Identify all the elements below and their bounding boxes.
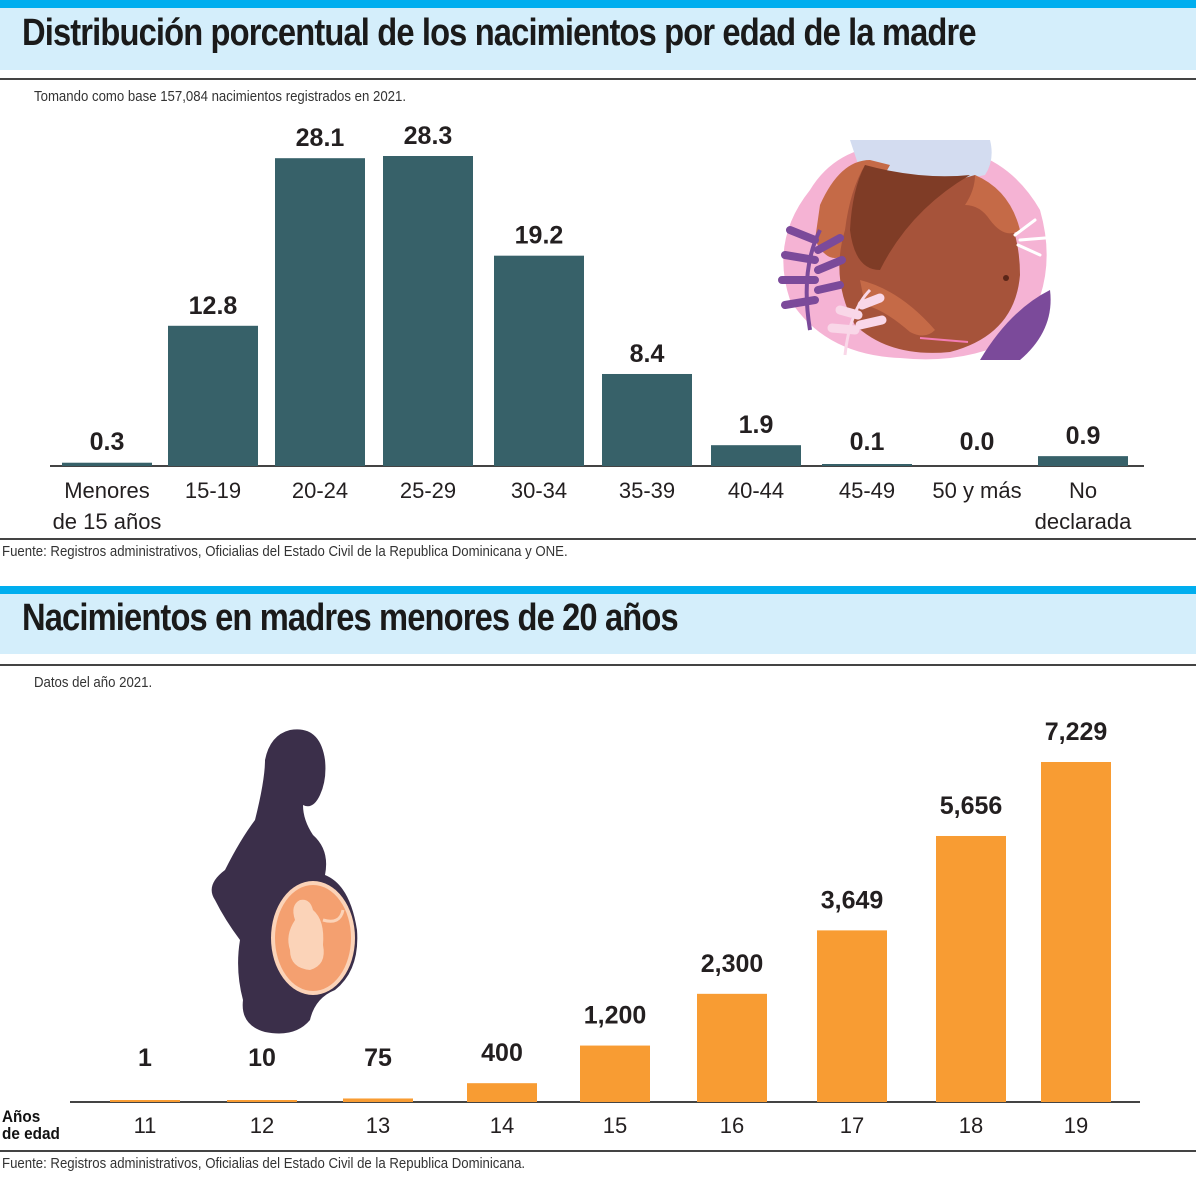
value-label-age-19: 7,229 (1045, 718, 1108, 746)
value-label-9: 0.9 (1066, 422, 1101, 450)
category-label-2: 20-24 (292, 478, 348, 503)
value-label-7: 0.1 (850, 428, 885, 456)
bar-4 (494, 255, 584, 466)
value-label-age-15: 1,200 (584, 1002, 647, 1030)
value-label-5: 8.4 (630, 340, 665, 368)
bar-age-11 (110, 1100, 180, 1102)
x-axis-title: Años de edad (2, 1108, 60, 1142)
value-label-age-16: 2,300 (701, 950, 764, 978)
white-flower (1013, 218, 1047, 257)
header-band-1 (0, 8, 1196, 70)
category-label-9-line2: declarada (1035, 509, 1132, 534)
chart1-source: Fuente: Registros administrativos, Ofici… (2, 543, 568, 560)
value-label-8: 0.0 (960, 428, 995, 456)
category-label-1: 15-19 (185, 478, 241, 503)
chart2-bottom-rule (0, 1150, 1196, 1152)
category-label-0-line2: de 15 años (53, 509, 162, 534)
header-accent-bar-2 (0, 586, 1196, 594)
category-label-age-15: 15 (603, 1113, 627, 1138)
umbilical-cord (322, 909, 345, 923)
category-label-5: 35-39 (619, 478, 675, 503)
header-rule-2 (0, 664, 1196, 666)
bar-6 (711, 445, 801, 466)
fetus-shape (288, 899, 324, 970)
category-label-3: 25-29 (400, 478, 456, 503)
x-axis-title-line1: Años (2, 1107, 41, 1126)
value-label-age-14: 400 (481, 1039, 523, 1067)
bar-9 (1038, 456, 1128, 466)
bar-7 (822, 464, 912, 466)
category-label-6: 40-44 (728, 478, 784, 503)
value-label-age-18: 5,656 (940, 792, 1003, 820)
category-label-age-18: 18 (959, 1113, 983, 1138)
bar-age-15 (580, 1045, 650, 1102)
large-leaf-purple (980, 290, 1051, 360)
bar-age-14 (467, 1083, 537, 1102)
value-label-0: 0.3 (90, 428, 125, 456)
chart2-title: Nacimientos en madres menores de 20 años (22, 597, 679, 639)
value-label-6: 1.9 (739, 411, 774, 439)
category-label-age-17: 17 (840, 1113, 864, 1138)
value-label-4: 19.2 (515, 222, 564, 250)
chart1-subtitle: Tomando como base 157,084 nacimientos re… (34, 88, 407, 105)
bar-age-13 (343, 1098, 413, 1102)
bar-age-16 (697, 993, 767, 1102)
value-label-2: 28.1 (296, 124, 345, 152)
chart1-title: Distribución porcentual de los nacimient… (22, 12, 977, 54)
chart2-subtitle: Datos del año 2021. (34, 674, 153, 691)
header-band-2 (0, 594, 1196, 654)
navel-dot (1003, 275, 1009, 281)
category-label-9: No (1069, 478, 1097, 503)
belly-shadow-shape (850, 165, 970, 270)
value-label-1: 12.8 (189, 292, 238, 320)
category-label-age-12: 12 (250, 1113, 274, 1138)
pregnant-silhouette-illustration (211, 729, 358, 1034)
leaves-pink (827, 293, 887, 335)
category-label-age-11: 11 (134, 1113, 157, 1138)
leaves-purple (778, 226, 846, 309)
category-label-age-13: 13 (366, 1113, 390, 1138)
header-rule-1 (0, 78, 1196, 80)
value-label-age-17: 3,649 (821, 886, 884, 914)
bar-age-12 (227, 1100, 297, 1102)
bar-5 (602, 373, 692, 466)
x-axis-title-line2: de edad (2, 1124, 60, 1143)
value-label-age-12: 10 (248, 1044, 276, 1072)
bar-age-19 (1041, 762, 1111, 1102)
category-label-0: Menores (64, 478, 150, 503)
chart2-source: Fuente: Registros administrativos, Ofici… (2, 1155, 526, 1172)
category-label-8: 50 y más (932, 478, 1021, 503)
chart2-bar-chart: 11110127513400141,200152,300163,649175,6… (70, 718, 1140, 1138)
bar-3 (383, 156, 473, 466)
value-label-age-11: 1 (138, 1044, 152, 1072)
scar-line (919, 337, 969, 343)
value-label-age-13: 75 (364, 1044, 392, 1072)
bar-2 (275, 158, 365, 467)
category-label-age-16: 16 (720, 1113, 744, 1138)
category-label-age-14: 14 (490, 1113, 514, 1138)
chart1-bar-chart: 0.3 Menores de 15 años 12.8 15-19 28.1 20-24 28… (50, 122, 1144, 534)
pregnant-belly-illustration (778, 140, 1051, 360)
chart1-bottom-rule (0, 538, 1196, 540)
bar-1 (168, 325, 258, 466)
category-label-4: 30-34 (511, 478, 567, 503)
bar-age-17 (817, 930, 887, 1102)
value-label-3: 28.3 (404, 122, 453, 150)
bar-age-18 (936, 835, 1006, 1102)
hand-right-shape (965, 175, 1020, 234)
category-label-age-19: 19 (1064, 1113, 1088, 1138)
category-label-7: 45-49 (839, 478, 895, 503)
bar-0 (62, 462, 152, 466)
header-accent-bar-1 (0, 0, 1196, 8)
